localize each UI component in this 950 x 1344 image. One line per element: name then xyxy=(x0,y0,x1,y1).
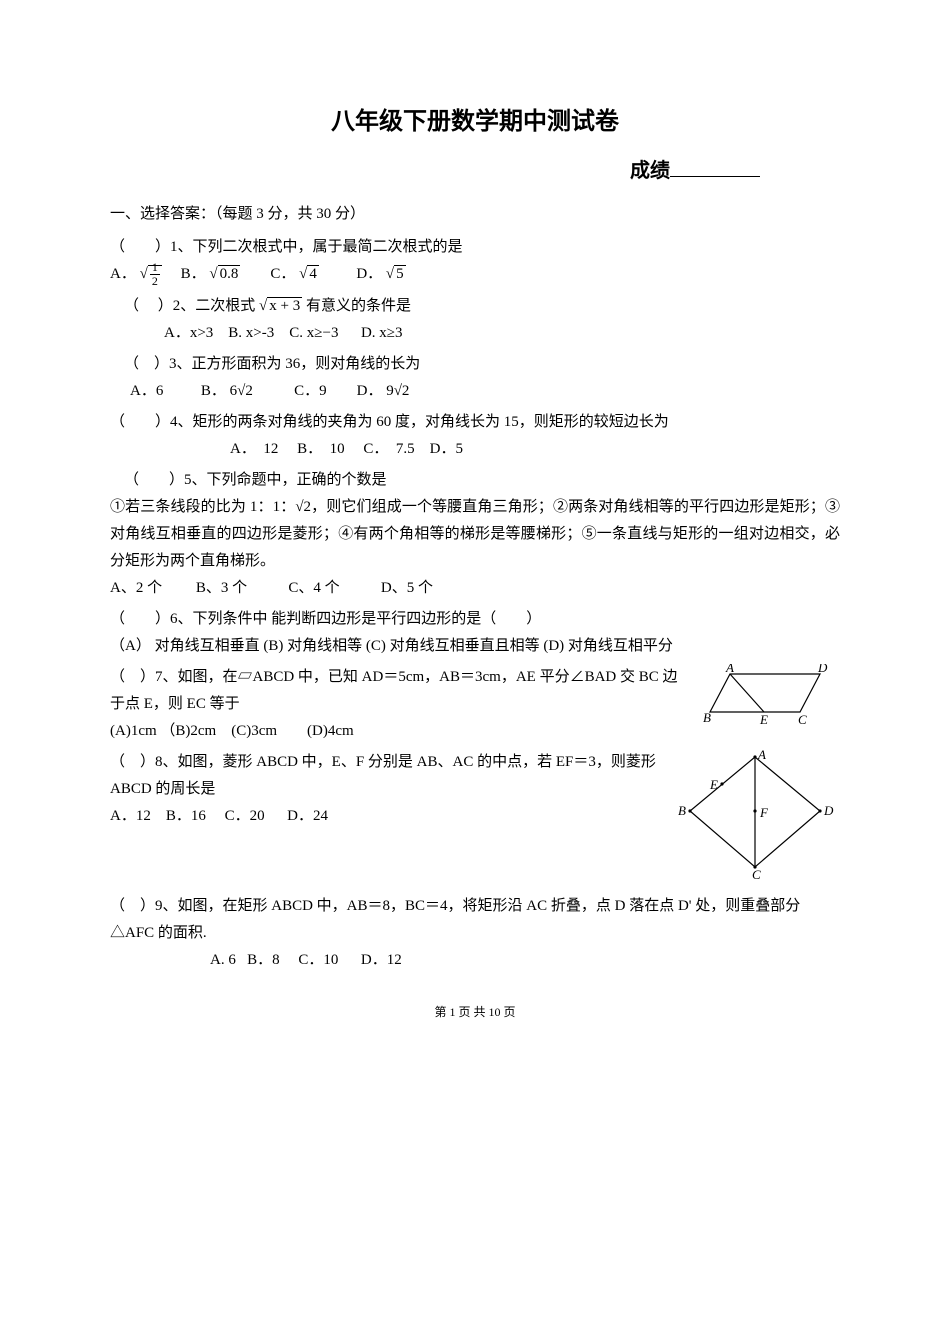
question-3: （ ）3、正方形面积为 36，则对角线的长为 A．6 B． 6√2 C．9 D．… xyxy=(124,351,840,405)
q2-options: A．x>3 B. x>-3 C. x≥−3 D. x≥3 xyxy=(164,320,840,347)
q3-options: A．6 B． 6√2 C．9 D． 9√2 xyxy=(130,378,840,405)
q2-opt-A: A．x>3 xyxy=(164,325,213,341)
label-C: C xyxy=(798,712,807,726)
score-label: 成绩 xyxy=(630,160,670,182)
q9-options: A. 6 B．8 C．10 D．12 xyxy=(210,947,840,974)
label-B: B xyxy=(703,710,711,725)
sqrt-icon: x + 3 xyxy=(259,293,302,320)
q9-opt-B: B．8 xyxy=(247,952,280,968)
q4-opt-A: A． 12 xyxy=(230,441,278,457)
q8-opt-C: C．20 xyxy=(225,808,265,824)
label-E: E xyxy=(759,712,768,726)
frac-den: 2 xyxy=(150,275,160,288)
q4-stem: （ ）4、矩形的两条对角线的夹角为 60 度，对角线长为 15，则矩形的较短边长… xyxy=(110,409,840,436)
q3-opt-B: B． xyxy=(201,383,226,399)
q8-opt-D: D．24 xyxy=(287,808,328,824)
q2-opt-B: B. x>-3 xyxy=(228,325,274,341)
parallelogram-icon: A D B E C xyxy=(700,664,840,726)
sqrt-icon: 4 xyxy=(299,261,319,288)
sqrt-icon: 12 xyxy=(140,261,162,288)
q9-stem: （ ）9、如图，在矩形 ABCD 中，AB＝8，BC＝4，将矩形沿 AC 折叠，… xyxy=(110,893,840,947)
rhombus-icon: A B C D E F xyxy=(670,749,840,879)
question-6: （ ）6、下列条件中 能判断四边形是平行四边形的是（ ） （A） 对角线互相垂直… xyxy=(110,606,840,660)
label-C: C xyxy=(752,867,761,879)
label-D: D xyxy=(817,664,828,675)
q5-stem: （ ）5、下列命题中，正确的个数是 xyxy=(124,467,840,494)
q2-opt-C: C. x≥−3 xyxy=(289,325,338,341)
question-5: （ ）5、下列命题中，正确的个数是 ①若三条线段的比为 1：1：√2，则它们组成… xyxy=(110,467,840,602)
question-1: （ ）1、下列二次根式中，属于最简二次根式的是 A． 12 B． 0.8 C． … xyxy=(110,234,840,288)
q2-opt-D: D. x≥3 xyxy=(361,325,403,341)
q4-options: A． 12 B． 10 C． 7.5 D．5 xyxy=(230,436,840,463)
q8-opt-A: A．12 xyxy=(110,808,151,824)
question-9: （ ）9、如图，在矩形 ABCD 中，AB＝8，BC＝4，将矩形沿 AC 折叠，… xyxy=(110,893,840,974)
sqrt-icon: 5 xyxy=(386,261,406,288)
q4-opt-C: C． 7.5 xyxy=(363,441,414,457)
label-B: B xyxy=(678,803,686,818)
label-E: E xyxy=(709,777,718,792)
question-4: （ ）4、矩形的两条对角线的夹角为 60 度，对角线长为 15，则矩形的较短边长… xyxy=(110,409,840,463)
score-line: 成绩 xyxy=(110,153,760,189)
q8-opt-B: B．16 xyxy=(166,808,206,824)
q7-figure: A D B E C xyxy=(700,664,840,736)
label-A: A xyxy=(757,749,766,762)
label-F: F xyxy=(759,805,769,820)
q9-opt-D: D．12 xyxy=(361,952,402,968)
q3-stem: （ ）3、正方形面积为 36，则对角线的长为 xyxy=(124,351,840,378)
q1-opt-D: D． xyxy=(356,266,382,282)
frac-num: 1 xyxy=(150,261,160,275)
score-blank xyxy=(670,176,760,177)
q5-opt-C: C、4 个 xyxy=(288,580,339,596)
q6-options: （A） 对角线互相垂直 (B) 对角线相等 (C) 对角线互相垂直且相等 (D)… xyxy=(110,633,840,660)
q3-opt-A: A．6 xyxy=(130,383,163,399)
label-A: A xyxy=(725,664,734,675)
q6-stem: （ ）6、下列条件中 能判断四边形是平行四边形的是（ ） xyxy=(110,606,840,633)
q9-opt-C: C．10 xyxy=(298,952,338,968)
q2-stem-pre: （ ）2、二次根式 xyxy=(124,298,255,314)
sqrt-val: 5 xyxy=(394,265,406,282)
section-1-heading: 一、选择答案：（每题 3 分，共 30 分） xyxy=(110,201,840,228)
question-7: A D B E C （ ）7、如图，在▱ABCD 中，已知 AD＝5cm，AB＝… xyxy=(110,664,840,745)
question-2: （ ）2、二次根式 x + 3 有意义的条件是 A．x>3 B. x>-3 C.… xyxy=(124,293,840,347)
sqrt-icon: 0.8 xyxy=(209,261,240,288)
q3-opt-C: C．9 xyxy=(294,383,327,399)
q2-stem-post: 有意义的条件是 xyxy=(306,298,411,314)
sqrt-val: x + 3 xyxy=(267,297,302,314)
q1-opt-B: B． xyxy=(181,266,206,282)
q8-figure: A B C D E F xyxy=(670,749,840,889)
q9-opt-A: A. 6 xyxy=(210,952,236,968)
label-D: D xyxy=(823,803,834,818)
q5-opt-B: B、3 个 xyxy=(196,580,247,596)
sqrt-val: 0.8 xyxy=(218,265,241,282)
q3-opt-D: D． xyxy=(357,383,383,399)
q3-B-val: 6√2 xyxy=(230,383,253,399)
q3-D-val: 9√2 xyxy=(386,383,409,399)
q1-opt-A: A． xyxy=(110,266,136,282)
q5-opt-D: D、5 个 xyxy=(381,580,433,596)
sqrt-val: 4 xyxy=(307,265,319,282)
q5-body: ①若三条线段的比为 1：1：√2，则它们组成一个等腰直角三角形；②两条对角线相等… xyxy=(110,494,840,575)
q1-stem: （ ）1、下列二次根式中，属于最简二次根式的是 xyxy=(110,234,840,261)
page-number: 第 1 页 共 10 页 xyxy=(110,1002,840,1024)
q1-opt-C: C． xyxy=(270,266,295,282)
q4-opt-B: B． 10 xyxy=(297,441,345,457)
q5-options: A、2 个 B、3 个 C、4 个 D、5 个 xyxy=(110,575,840,602)
q4-opt-D: D．5 xyxy=(430,441,463,457)
page-title: 八年级下册数学期中测试卷 xyxy=(110,100,840,143)
q1-options: A． 12 B． 0.8 C． 4 D． 5 xyxy=(110,261,840,288)
q5-opt-A: A、2 个 xyxy=(110,580,162,596)
question-8: A B C D E F （ ）8、如图，菱形 ABCD 中，E、F 分别是 AB… xyxy=(110,749,840,889)
